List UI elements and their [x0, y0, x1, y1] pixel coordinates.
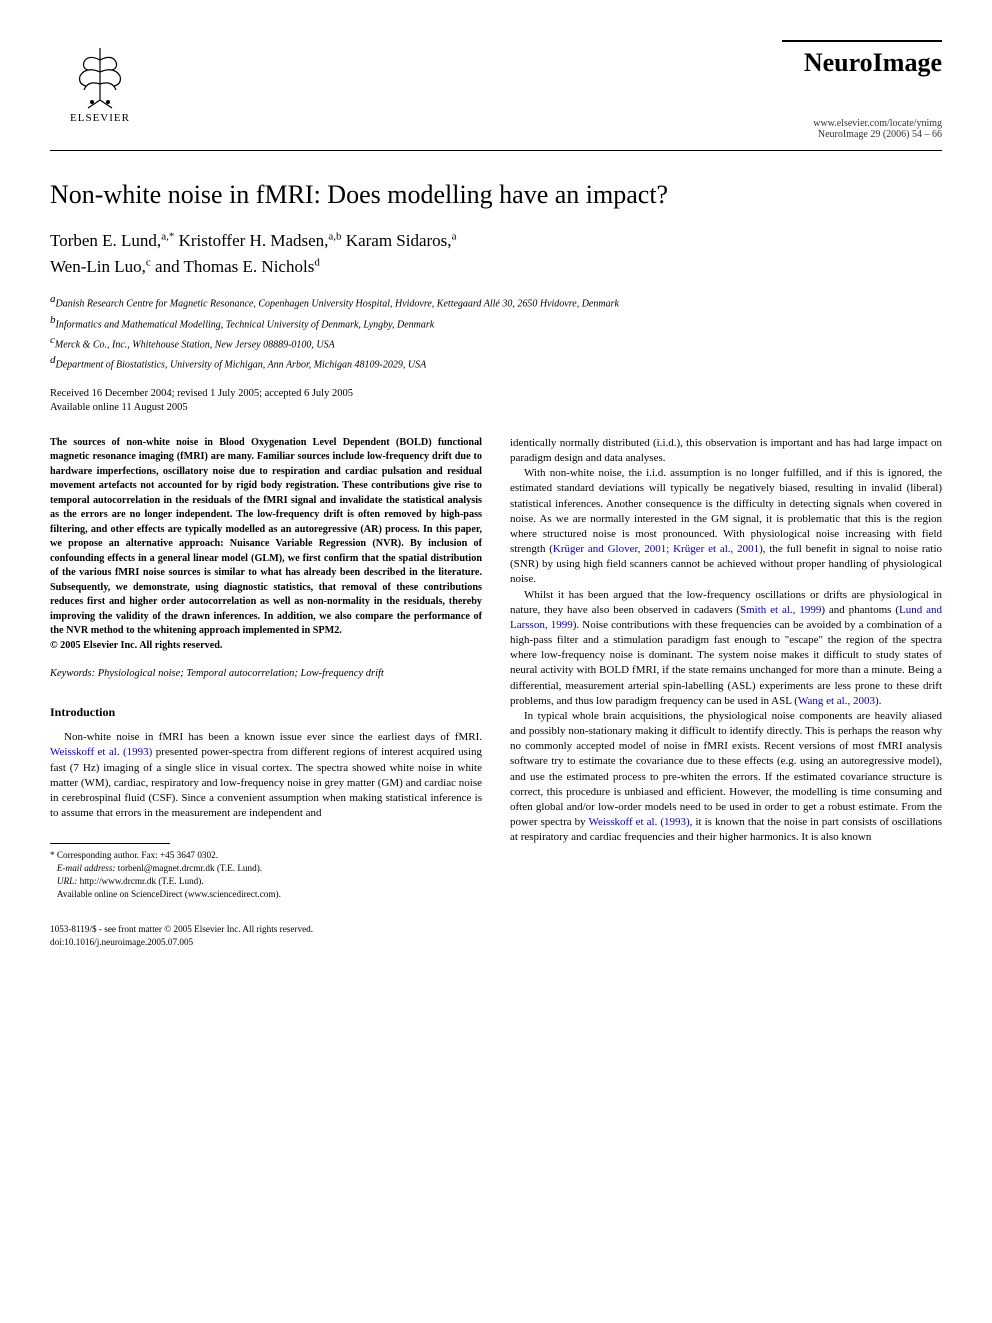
footnotes-block: * Corresponding author. Fax: +45 3647 03…	[50, 849, 482, 901]
email-value: torbenl@magnet.drcmr.dk (T.E. Lund).	[116, 863, 263, 873]
doi-line: doi:10.1016/j.neuroimage.2005.07.005	[50, 936, 942, 949]
body-paragraph: Whilst it has been argued that the low-f…	[510, 588, 942, 709]
page-header: ELSEVIER NeuroImage www.elsevier.com/loc…	[50, 40, 942, 151]
publisher-logo-block: ELSEVIER	[50, 40, 150, 124]
author-name: Karam Sidaros,	[346, 231, 452, 250]
body-text: Non-white noise in fMRI has been a known…	[64, 731, 482, 743]
corresponding-author-note: * Corresponding author. Fax: +45 3647 03…	[50, 849, 482, 862]
authors-block: Torben E. Lund,a,* Kristoffer H. Madsen,…	[50, 228, 942, 279]
author-affil-sup: c	[146, 256, 151, 268]
affiliation-text: Danish Research Centre for Magnetic Reso…	[56, 299, 619, 310]
author-name: Wen-Lin Luo,	[50, 257, 146, 276]
author-name: Kristoffer H. Madsen,	[179, 231, 329, 250]
author-affil-sup: a	[452, 231, 457, 243]
email-label: E-mail address:	[57, 863, 116, 873]
two-column-body: The sources of non-white noise in Blood …	[50, 436, 942, 901]
affiliation-line: aDanish Research Centre for Magnetic Res…	[50, 291, 942, 311]
journal-citation: NeuroImage 29 (2006) 54 – 66	[818, 129, 942, 140]
dates-block: Received 16 December 2004; revised 1 Jul…	[50, 387, 942, 416]
body-paragraph: Non-white noise in fMRI has been a known…	[50, 730, 482, 821]
affiliation-line: dDepartment of Biostatistics, University…	[50, 352, 942, 372]
abstract-block: The sources of non-white noise in Blood …	[50, 436, 482, 653]
affiliation-text: Department of Biostatistics, University …	[56, 360, 427, 371]
received-date: Received 16 December 2004; revised 1 Jul…	[50, 387, 942, 402]
keywords-text: Physiological noise; Temporal autocorrel…	[95, 668, 384, 679]
journal-name: NeuroImage	[804, 48, 942, 78]
affiliations-block: aDanish Research Centre for Magnetic Res…	[50, 291, 942, 372]
abstract-copyright: © 2005 Elsevier Inc. All rights reserved…	[50, 640, 222, 651]
body-paragraph: In typical whole brain acquisitions, the…	[510, 709, 942, 846]
citation-link[interactable]: Krüger and Glover, 2001; Krüger et al., …	[553, 543, 759, 555]
body-paragraph: identically normally distributed (i.i.d.…	[510, 436, 942, 466]
body-text: In typical whole brain acquisitions, the…	[510, 710, 942, 828]
author-affil-sup: a,b	[328, 231, 341, 243]
affiliation-text: Merck & Co., Inc., Whitehouse Station, N…	[55, 339, 335, 350]
author-affil-sup: d	[314, 256, 320, 268]
journal-block: NeuroImage www.elsevier.com/locate/ynimg…	[782, 40, 942, 140]
publisher-label: ELSEVIER	[70, 112, 130, 124]
body-paragraph: With non-white noise, the i.i.d. assumpt…	[510, 466, 942, 587]
online-availability-note: Available online on ScienceDirect (www.s…	[50, 888, 482, 901]
elsevier-tree-icon	[70, 40, 130, 110]
keywords-label: Keywords:	[50, 668, 95, 679]
body-text: With non-white noise, the i.i.d. assumpt…	[510, 467, 942, 555]
url-value: http://www.drcmr.dk (T.E. Lund).	[77, 876, 203, 886]
page-footer: 1053-8119/$ - see front matter © 2005 El…	[50, 923, 942, 949]
online-date: Available online 11 August 2005	[50, 401, 942, 416]
citation-link[interactable]: Weisskoff et al. (1993)	[50, 746, 152, 758]
author-name: Torben E. Lund,	[50, 231, 161, 250]
journal-rule	[782, 40, 942, 42]
author-affil-sup: a,*	[161, 231, 174, 243]
left-column: The sources of non-white noise in Blood …	[50, 436, 482, 901]
body-text: ). Noise contributions with these freque…	[510, 619, 942, 707]
citation-link[interactable]: Wang et al., 2003	[798, 695, 875, 707]
keywords-block: Keywords: Physiological noise; Temporal …	[50, 667, 482, 681]
journal-url: www.elsevier.com/locate/ynimg	[813, 118, 942, 129]
author-name: and Thomas E. Nichols	[155, 257, 314, 276]
online-text: Available online on ScienceDirect (www.s…	[57, 889, 281, 899]
article-title: Non-white noise in fMRI: Does modelling …	[50, 179, 942, 210]
body-text: ).	[875, 695, 881, 707]
footnote-rule	[50, 843, 170, 844]
affiliation-text: Informatics and Mathematical Modelling, …	[56, 319, 435, 330]
url-line: URL: http://www.drcmr.dk (T.E. Lund).	[50, 875, 482, 888]
affiliation-line: cMerck & Co., Inc., Whitehouse Station, …	[50, 332, 942, 352]
email-line: E-mail address: torbenl@magnet.drcmr.dk …	[50, 862, 482, 875]
citation-link[interactable]: Weisskoff et al. (1993)	[589, 816, 690, 828]
citation-link[interactable]: Smith et al., 1999	[740, 604, 821, 616]
right-column: identically normally distributed (i.i.d.…	[510, 436, 942, 901]
issn-line: 1053-8119/$ - see front matter © 2005 El…	[50, 923, 942, 936]
url-label: URL:	[57, 876, 77, 886]
abstract-text: The sources of non-white noise in Blood …	[50, 437, 482, 636]
affiliation-line: bInformatics and Mathematical Modelling,…	[50, 312, 942, 332]
body-text: ) and phantoms (	[821, 604, 899, 616]
introduction-heading: Introduction	[50, 704, 482, 721]
